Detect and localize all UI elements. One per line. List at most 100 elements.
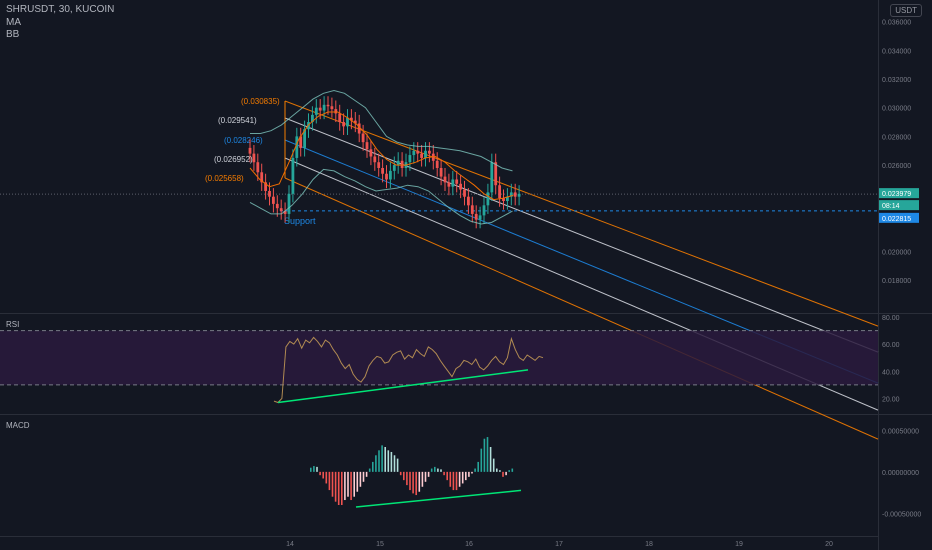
candle-body <box>283 211 287 214</box>
macd-histogram-bar <box>387 450 390 472</box>
macd-histogram-bar <box>409 471 411 491</box>
macd-tick-label: 0.00000000 <box>882 470 919 477</box>
candle-body <box>435 160 439 168</box>
macd-histogram-bar <box>489 447 492 472</box>
pitchfork-level-label: (0.026952) <box>214 155 253 164</box>
macd-histogram-bar <box>471 471 473 474</box>
macd-tick-label: 0.00050000 <box>882 428 919 435</box>
rsi-pane[interactable]: RSI <box>0 320 878 404</box>
candle-body <box>268 190 271 197</box>
macd-histogram-bar <box>362 471 365 482</box>
candle-body <box>451 179 455 187</box>
candle-body <box>287 193 291 214</box>
pitchfork-level-label: (0.030835) <box>241 97 280 106</box>
macd-histogram-bar <box>359 471 362 487</box>
bb-lower-line <box>249 168 513 225</box>
bb-upper-line <box>250 89 513 172</box>
rsi-tick-label: 40.00 <box>882 369 900 376</box>
price-tick-label: 0.018000 <box>882 278 911 285</box>
macd-histogram-bar <box>390 451 393 472</box>
macd-pane[interactable]: MACD <box>6 421 522 508</box>
candle-body <box>428 150 431 154</box>
candle-body <box>396 160 400 166</box>
price-label-box <box>879 188 919 199</box>
candle-body <box>334 109 338 114</box>
candle-body <box>486 192 490 206</box>
candle-body <box>291 157 295 194</box>
macd-histogram-bar <box>458 471 461 487</box>
pitchfork-line <box>284 177 879 440</box>
candle-body <box>295 136 299 158</box>
time-tick-label: 16 <box>465 541 473 548</box>
macd-histogram-bar <box>474 468 476 472</box>
candle-body <box>482 205 486 216</box>
macd-histogram-bar <box>496 468 498 472</box>
rsi-title: RSI <box>6 320 19 329</box>
candle-body <box>248 147 252 154</box>
candle-body <box>416 150 420 154</box>
candle-body <box>322 104 326 111</box>
macd-histogram-bar <box>452 471 455 491</box>
candle-body <box>509 192 513 197</box>
candle-body <box>389 170 392 180</box>
macd-histogram-bar <box>434 466 436 472</box>
macd-histogram-bar <box>372 461 374 472</box>
candle-body <box>459 183 462 190</box>
time-tick-label: 15 <box>376 541 384 548</box>
price-tick-label: 0.028000 <box>882 134 911 141</box>
candle-body <box>338 113 342 123</box>
candle-body <box>424 150 427 158</box>
macd-histogram-bar <box>415 471 417 496</box>
macd-histogram-bar <box>310 467 312 472</box>
candle-body <box>474 213 478 220</box>
candle-body <box>369 149 373 157</box>
candle-body <box>447 182 451 187</box>
macd-histogram-bar <box>430 468 433 472</box>
macd-histogram-bar <box>440 469 442 472</box>
macd-histogram-bar <box>511 468 514 472</box>
price-tick-label: 0.030000 <box>882 106 911 113</box>
candle-body <box>252 153 256 163</box>
macd-histogram-bar <box>499 470 501 472</box>
candle-body <box>408 155 412 163</box>
symbol-title[interactable]: SHRUSDT, 30, KUCOIN <box>6 4 115 15</box>
macd-histogram-bar <box>319 471 321 476</box>
currency-button[interactable]: USDT <box>890 4 922 17</box>
indicator-bb-label[interactable]: BB <box>6 29 20 40</box>
macd-histogram-bar <box>384 447 386 472</box>
macd-histogram-bar <box>393 455 396 472</box>
candle-body <box>279 208 283 212</box>
price-tick-label: 0.026000 <box>882 163 911 170</box>
pitchfork-level-label: (0.025658) <box>205 174 244 183</box>
candle-body <box>502 198 505 202</box>
candle-body <box>377 162 381 168</box>
candle-body <box>272 196 275 204</box>
candle-body <box>470 205 474 214</box>
macd-histogram-bar <box>337 471 340 505</box>
candle-body <box>311 114 314 123</box>
candle-body <box>517 193 521 197</box>
macd-title: MACD <box>6 421 30 430</box>
time-tick-label: 17 <box>555 541 563 548</box>
time-tick-label: 19 <box>735 541 743 548</box>
candle-body <box>463 189 466 197</box>
price-label-box <box>879 212 919 223</box>
macd-histogram-bar <box>375 455 377 472</box>
macd-histogram-bar <box>483 438 486 472</box>
indicator-ma-label[interactable]: MA <box>6 17 21 28</box>
macd-histogram-bar <box>381 445 383 472</box>
macd-histogram-bar <box>406 471 408 486</box>
pitchfork-level-label: (0.029541) <box>218 116 257 125</box>
macd-histogram-bar <box>421 471 424 487</box>
rsi-tick-label: 20.00 <box>882 396 900 403</box>
candle-body <box>506 196 509 202</box>
time-tick-label: 18 <box>645 541 653 548</box>
macd-histogram-bar <box>347 471 349 497</box>
candle-body <box>420 153 423 158</box>
macd-histogram-bar <box>437 468 439 472</box>
macd-histogram-bar <box>331 471 334 497</box>
macd-histogram-bar <box>449 471 452 487</box>
macd-histogram-bar <box>403 471 405 481</box>
main-price-pane[interactable]: (0.030835) (0.029541) (0.028246) (0.026952)… <box>0 89 879 440</box>
